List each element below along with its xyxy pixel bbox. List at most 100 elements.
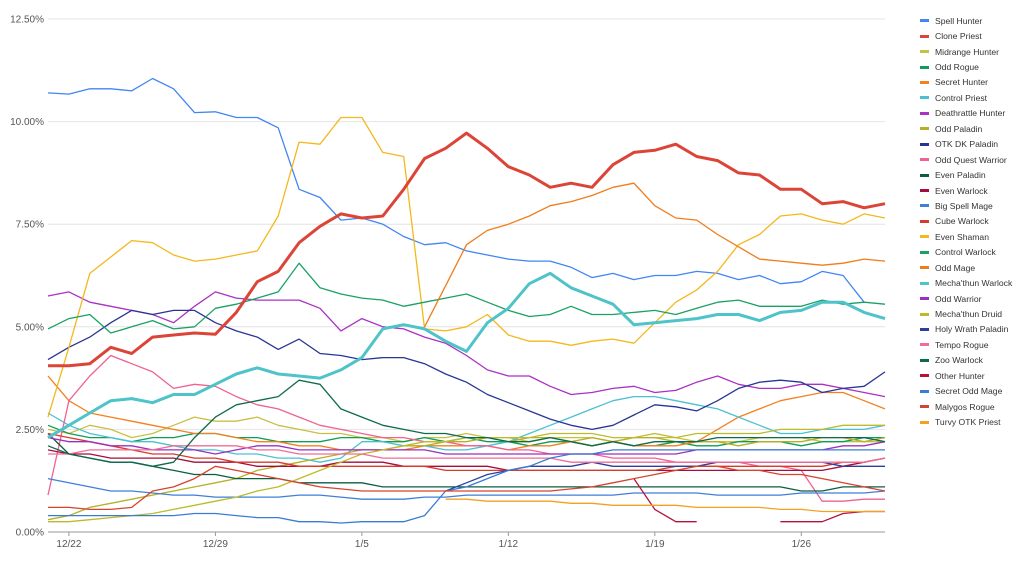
- legend-item: Odd Quest Warrior: [920, 152, 1022, 167]
- legend-swatch: [920, 34, 929, 38]
- series-lines: [47, 77, 886, 524]
- legend-item: Odd Mage: [920, 260, 1022, 275]
- legend-label: Zoo Warlock: [935, 355, 983, 366]
- legend-item: Tempo Rogue: [920, 337, 1022, 352]
- legend-swatch: [920, 158, 929, 162]
- legend-item: Mecha'thun Druid: [920, 306, 1022, 321]
- legend-swatch: [920, 358, 929, 362]
- series-line-clone-priest: [48, 131, 886, 368]
- y-tick-label: 12.50%: [10, 15, 44, 26]
- legend-swatch: [920, 327, 929, 331]
- legend-swatch: [920, 19, 929, 23]
- legend-item: Secret Odd Mage: [920, 384, 1022, 399]
- legend-swatch: [920, 111, 929, 115]
- x-tick-label: 1/5: [355, 539, 369, 550]
- legend-swatch: [920, 65, 929, 69]
- legend-label: Odd Quest Warrior: [935, 154, 1007, 165]
- legend-item: Odd Warrior: [920, 291, 1022, 306]
- series-line-turvy-otk-priest: [445, 498, 885, 513]
- legend-swatch: [920, 235, 929, 239]
- legend-item: Mecha'thun Warlock: [920, 275, 1022, 290]
- x-tick-label: 12/29: [203, 539, 228, 550]
- legend-item: Control Warlock: [920, 245, 1022, 260]
- y-tick-label: 0.00%: [16, 528, 44, 539]
- legend-item: Odd Paladin: [920, 121, 1022, 136]
- legend-swatch: [920, 219, 929, 223]
- y-axis-tick-labels: 0.00% 2.50% 5.00% 7.50% 10.00% 12.50%: [10, 15, 44, 539]
- legend-swatch: [920, 189, 929, 193]
- series-line-odd-rogue: [47, 424, 885, 447]
- series-line-cube-warlock: [47, 432, 886, 472]
- legend-label: Control Priest: [935, 92, 988, 103]
- x-tick-label: 1/12: [499, 539, 519, 550]
- series-line-control-priest: [47, 395, 886, 463]
- series-line-odd-mage: [424, 182, 886, 328]
- legend-label: Even Shaman: [935, 231, 989, 242]
- legend-label: Tempo Rogue: [935, 339, 989, 350]
- legend-label: Even Paladin: [935, 170, 986, 181]
- legend-swatch: [920, 173, 929, 177]
- legend-item: Clone Priest: [920, 28, 1022, 43]
- legend-swatch: [920, 405, 929, 409]
- legend-item: Holy Wrath Paladin: [920, 322, 1022, 337]
- legend-swatch: [920, 142, 929, 146]
- legend-swatch: [920, 80, 929, 84]
- series-line-zoo-warlock: [47, 379, 886, 467]
- legend-label: Secret Hunter: [935, 77, 989, 88]
- series-line-secret-hunter: [47, 375, 886, 451]
- legend-swatch: [920, 312, 929, 316]
- legend-label: Holy Wrath Paladin: [935, 324, 1009, 335]
- legend-item: OTK DK Paladin: [920, 137, 1022, 152]
- legend-label: Turvy OTK Priest: [935, 417, 1001, 428]
- legend-label: Odd Rogue: [935, 62, 979, 73]
- series-line-deathrattle-hunter: [47, 291, 886, 398]
- legend-label: Control Warlock: [935, 247, 996, 258]
- legend-label: Mecha'thun Druid: [935, 309, 1003, 320]
- legend-label: Odd Paladin: [935, 123, 983, 134]
- legend-swatch: [920, 281, 929, 285]
- legend-item: Odd Rogue: [920, 59, 1022, 74]
- legend-label: Odd Mage: [935, 262, 976, 273]
- x-tick-label: 1/19: [645, 539, 665, 550]
- legend-label: Other Hunter: [935, 370, 985, 381]
- y-tick-label: 2.50%: [16, 425, 44, 436]
- legend-item: Big Spell Mage: [920, 198, 1022, 213]
- legend-item: Deathrattle Hunter: [920, 106, 1022, 121]
- legend-item: Spell Hunter: [920, 13, 1022, 28]
- legend-item: Midrange Hunter: [920, 44, 1022, 59]
- x-axis-tick-labels: 12/22 12/29 1/5 1/12 1/19 1/26: [56, 532, 811, 550]
- legend-label: Secret Odd Mage: [935, 386, 1003, 397]
- legend-label: Cube Warlock: [935, 216, 989, 227]
- legend-label: Spell Hunter: [935, 15, 983, 26]
- legend-label: Big Spell Mage: [935, 200, 993, 211]
- series-line-malygos-rogue: [48, 465, 886, 511]
- chart-legend: Spell Hunter Clone Priest Midrange Hunter O…: [920, 13, 1022, 430]
- legend-item: Zoo Warlock: [920, 353, 1022, 368]
- x-tick-label: 1/26: [792, 539, 812, 550]
- legend-label: Clone Priest: [935, 31, 982, 42]
- legend-swatch: [920, 50, 929, 54]
- series-line-odd-quest-warrior: [47, 354, 885, 502]
- series-line-big-spell-mage: [47, 477, 886, 500]
- legend-item: Even Paladin: [920, 167, 1022, 182]
- series-line-spell-hunter: [47, 77, 865, 303]
- legend-swatch: [920, 343, 929, 347]
- legend-swatch: [920, 204, 929, 208]
- legend-swatch: [920, 266, 929, 270]
- legend-swatch: [920, 374, 929, 378]
- legend-swatch: [920, 96, 929, 100]
- legend-item: Even Shaman: [920, 229, 1022, 244]
- y-tick-label: 7.50%: [16, 220, 44, 231]
- legend-label: Malygos Rogue: [935, 401, 995, 412]
- series-line-midrange-hunter: [47, 416, 885, 443]
- legend-label: Even Warlock: [935, 185, 988, 196]
- legend-item: Malygos Rogue: [920, 399, 1022, 414]
- legend-label: Midrange Hunter: [935, 46, 1000, 57]
- legend-item: Secret Hunter: [920, 75, 1022, 90]
- legend-item: Control Priest: [920, 90, 1022, 105]
- series-line-mecha-thun-warlock: [47, 271, 886, 439]
- legend-swatch: [920, 127, 929, 131]
- line-chart: 0.00%2.50%5.00%7.50%10.00%12.50% 12/22 12…: [10, 15, 886, 550]
- x-tick-label: 12/22: [56, 539, 81, 550]
- legend-swatch: [920, 389, 929, 393]
